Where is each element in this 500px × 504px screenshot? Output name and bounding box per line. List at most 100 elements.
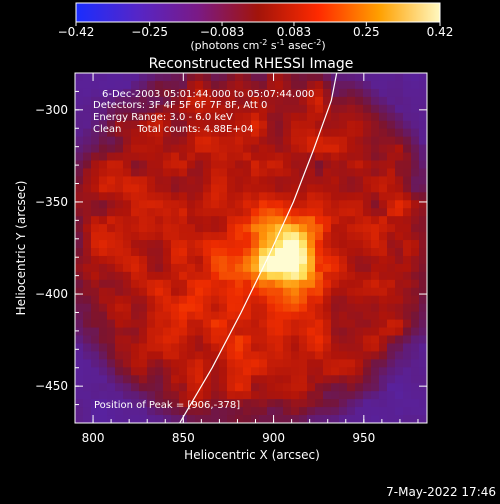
heatmap-cell	[139, 232, 148, 241]
heatmap-cell	[411, 407, 420, 416]
heatmap-cell	[347, 216, 356, 225]
heatmap-cell	[355, 343, 364, 353]
heatmap-cell	[315, 248, 324, 257]
heatmap-cell	[339, 399, 348, 408]
heatmap-cell	[107, 200, 116, 209]
heatmap-cell	[75, 152, 84, 162]
heatmap-cell	[123, 295, 132, 305]
heatmap-cell	[339, 335, 348, 345]
heatmap-cell	[163, 415, 172, 423]
heatmap-cell	[211, 279, 220, 289]
heatmap-cell	[315, 96, 324, 106]
heatmap-cell	[179, 319, 188, 329]
heatmap-cell	[331, 311, 340, 321]
heatmap-cell	[187, 255, 196, 265]
heatmap-cell	[187, 240, 196, 249]
heatmap-cell	[91, 176, 100, 185]
heatmap-cell	[259, 415, 268, 423]
heatmap-cell	[259, 295, 268, 305]
heatmap-cell	[267, 351, 276, 360]
heatmap-cell	[219, 311, 228, 321]
heatmap-cell	[291, 359, 300, 368]
heatmap-cell	[283, 136, 292, 146]
heatmap-cell	[387, 216, 396, 225]
heatmap-cell	[227, 104, 236, 114]
heatmap-cell	[227, 176, 236, 185]
heatmap-cell	[123, 271, 132, 281]
heatmap-cell	[123, 407, 132, 416]
heatmap-cell	[227, 152, 236, 162]
heatmap-cell	[355, 112, 364, 122]
heatmap-cell	[83, 295, 92, 305]
heatmap-cell	[139, 208, 148, 217]
heatmap-cell	[403, 415, 412, 423]
heatmap-cell	[355, 351, 364, 360]
heatmap-cell	[115, 303, 124, 313]
heatmap-cell	[291, 240, 300, 249]
heatmap-cell	[235, 375, 244, 384]
heatmap-cell	[411, 224, 420, 233]
heatmap-cell	[155, 415, 164, 423]
heatmap-cell	[315, 232, 324, 241]
heatmap-cell	[179, 128, 188, 138]
annotation-detectors: Detectors: 3F 4F 5F 6F 7F 8F, Att 0	[93, 100, 267, 111]
heatmap-cell	[219, 216, 228, 225]
heatmap-cell	[203, 216, 212, 225]
heatmap-cell	[195, 184, 204, 193]
heatmap-cell	[83, 112, 92, 122]
heatmap-cell	[331, 184, 340, 193]
heatmap-cell	[355, 176, 364, 185]
heatmap-cell	[147, 287, 156, 297]
heatmap-cell	[155, 351, 164, 360]
heatmap-cell	[251, 391, 260, 400]
heatmap-cell	[387, 248, 396, 257]
heatmap-cell	[379, 287, 388, 297]
heatmap-cell	[155, 399, 164, 408]
heatmap-cell	[131, 96, 140, 106]
heatmap-cell	[275, 303, 284, 313]
heatmap-cell	[387, 303, 396, 313]
heatmap-cell	[291, 216, 300, 225]
heatmap-cell	[99, 144, 108, 154]
heatmap-cell	[283, 279, 292, 289]
heatmap-cell	[171, 136, 180, 146]
heatmap-cell	[283, 88, 292, 98]
heatmap-cell	[355, 152, 364, 162]
heatmap-cell	[283, 263, 292, 273]
x-tick-label: 950	[352, 431, 375, 445]
heatmap-cell	[251, 375, 260, 384]
heatmap-cell	[267, 168, 276, 178]
heatmap-cell	[211, 319, 220, 329]
heatmap-cell	[355, 375, 364, 384]
heatmap-cell	[75, 399, 84, 408]
heatmap-cell	[387, 96, 396, 106]
heatmap-cell	[419, 128, 427, 138]
heatmap-cell	[403, 295, 412, 305]
heatmap-cell	[315, 287, 324, 297]
y-axis: −300−350−400−450	[35, 90, 427, 406]
heatmap-cell	[195, 407, 204, 416]
heatmap-cell	[91, 128, 100, 138]
heatmap-cell	[251, 383, 260, 392]
heatmap-cell	[419, 96, 427, 106]
heatmap-cell	[251, 184, 260, 193]
heatmap-cell	[411, 168, 420, 178]
heatmap-cell	[283, 295, 292, 305]
heatmap-cell	[211, 359, 220, 368]
heatmap-cell	[379, 73, 388, 82]
heatmap-cell	[275, 216, 284, 225]
heatmap-cell	[307, 88, 316, 98]
heatmap-cell	[235, 303, 244, 313]
heatmap-cell	[291, 144, 300, 154]
heatmap-cell	[123, 104, 132, 114]
heatmap-cell	[419, 112, 427, 122]
heatmap-cell	[163, 271, 172, 281]
heatmap-cell	[251, 351, 260, 360]
heatmap-cell	[195, 279, 204, 289]
heatmap-cell	[107, 255, 116, 265]
heatmap-cell	[195, 73, 204, 82]
heatmap-cell	[411, 255, 420, 265]
heatmap-cell	[155, 319, 164, 329]
heatmap-cell	[195, 311, 204, 321]
heatmap-cell	[83, 152, 92, 162]
